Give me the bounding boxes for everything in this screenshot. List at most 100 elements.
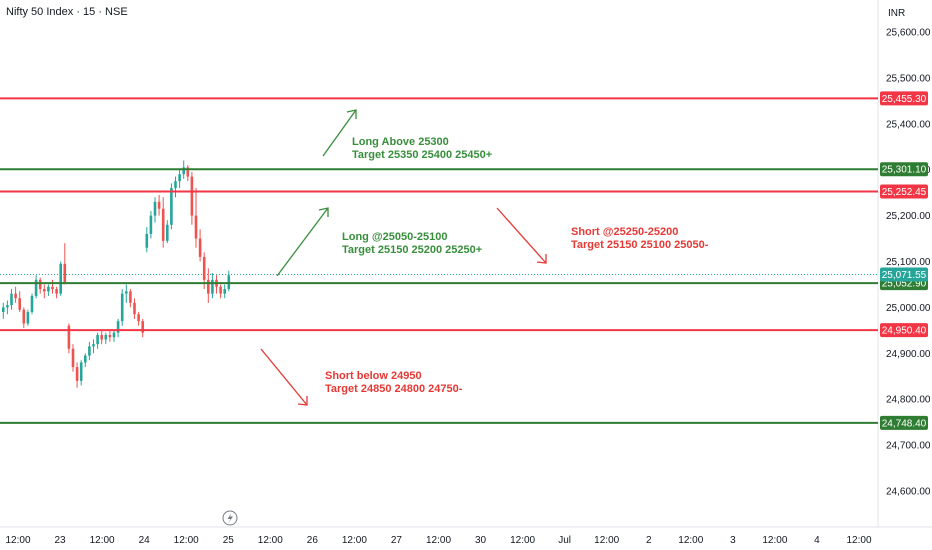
candle: [227, 270, 231, 292]
candle: [178, 169, 181, 189]
candle: [133, 298, 136, 319]
candle: [186, 165, 190, 182]
annotation-long-above[interactable]: Long Above 25300 Target 25350 25400 2545…: [352, 136, 492, 161]
candle: [194, 188, 198, 248]
candle: [14, 286, 17, 303]
candle: [215, 275, 218, 294]
y-tick-label: 25,100.00: [886, 257, 931, 268]
svg-text:24,748.40: 24,748.40: [882, 418, 927, 429]
price-tag-support: 25,301.10: [880, 162, 928, 177]
candle: [129, 289, 132, 308]
candle: [137, 311, 140, 326]
svg-text:25,052.90: 25,052.90: [882, 279, 927, 290]
price-tag-support: 24,748.40: [880, 415, 928, 430]
y-tick-label: 25,000.00: [886, 303, 931, 314]
annotation-short-range-line2: Target 25150 25100 25050-: [571, 239, 709, 251]
candle: [63, 243, 67, 285]
x-tick-label: 30: [475, 535, 487, 546]
time-axis[interactable]: 12:00 23 12:00 24 12:00 25 12:00 26 12:00 27 12:00…: [5, 535, 871, 546]
candle: [125, 284, 128, 303]
y-tick-label: 25,600.00: [886, 28, 931, 39]
candle: [84, 353, 87, 368]
arrow-short-below[interactable]: [260, 348, 308, 406]
candle: [79, 360, 83, 386]
x-tick-label: 12:00: [342, 535, 367, 546]
candle: [26, 309, 30, 326]
annotation-long-range[interactable]: Long @25050-25100 Target 25150 25200 252…: [342, 231, 482, 256]
x-tick-label: 12:00: [678, 535, 703, 546]
y-tick-label: 24,800.00: [886, 395, 931, 406]
x-tick-label: 25: [223, 535, 235, 546]
annotation-short-below-line1: Short below 24950: [325, 370, 422, 382]
arrow-long-range[interactable]: [276, 207, 329, 277]
candle: [59, 261, 62, 296]
y-tick-label: 25,400.00: [886, 119, 931, 130]
candle: [141, 318, 144, 338]
candle: [75, 362, 79, 388]
candle: [211, 272, 214, 299]
candle: [92, 339, 95, 354]
candle: [207, 268, 210, 303]
lightning-event-icon[interactable]: [222, 510, 238, 526]
x-tick-label: 2: [646, 535, 652, 546]
candle: [112, 330, 116, 342]
candle: [149, 211, 153, 239]
price-tag-resistance: 25,455.30: [880, 91, 928, 106]
x-tick-label: 27: [391, 535, 403, 546]
candle: [96, 332, 99, 349]
candle: [88, 341, 91, 361]
annotation-long-range-line2: Target 25150 25200 25250+: [342, 244, 482, 256]
candle: [100, 330, 103, 345]
arrow-long-above[interactable]: [322, 109, 357, 157]
y-tick-label: 25,500.00: [886, 73, 931, 84]
candle: [174, 176, 177, 198]
candle: [22, 307, 26, 329]
arrow-short-range[interactable]: [496, 207, 547, 264]
chart-title: Nifty 50 Index · 15 · NSE: [6, 6, 128, 18]
x-tick-label: 3: [730, 535, 736, 546]
y-tick-label: 24,700.00: [886, 441, 931, 452]
candle: [67, 323, 71, 354]
annotation-short-range[interactable]: Short @25250-25200 Target 25150 25100 25…: [571, 226, 709, 251]
currency-label: INR: [888, 8, 906, 19]
candle: [219, 284, 222, 299]
candle: [198, 229, 202, 262]
x-tick-label: 12:00: [426, 535, 451, 546]
y-tick-label: 24,900.00: [886, 349, 931, 360]
candle: [38, 277, 42, 294]
annotation-short-below-line2: Target 24850 24800 24750-: [325, 383, 463, 395]
candle: [43, 284, 46, 299]
x-tick-label: 12:00: [258, 535, 283, 546]
candle: [190, 171, 194, 225]
candle: [10, 289, 13, 310]
svg-text:25,301.10: 25,301.10: [882, 165, 927, 176]
x-tick-label: Jul: [558, 535, 571, 546]
candle: [71, 344, 75, 372]
x-tick-label: 4: [814, 535, 820, 546]
x-tick-label: 12:00: [90, 535, 115, 546]
candle: [18, 291, 21, 312]
x-tick-label: 12:00: [846, 535, 871, 546]
annotation-long-above-line1: Long Above 25300: [352, 136, 449, 148]
x-tick-label: 12:00: [510, 535, 535, 546]
candles-layer: [2, 160, 231, 388]
y-tick-label: 25,200.00: [886, 211, 931, 222]
annotation-short-below[interactable]: Short below 24950 Target 24850 24800 247…: [325, 370, 463, 395]
annotation-long-above-line2: Target 25350 25400 25450+: [352, 149, 492, 161]
svg-text:25,252.45: 25,252.45: [882, 187, 927, 198]
candle: [47, 284, 50, 296]
arrows-layer: [260, 109, 547, 406]
price-tag-resistance: 25,252.45: [880, 184, 928, 199]
price-tag-current: 25,071.55: [880, 267, 928, 282]
price-axis[interactable]: 25,600.0025,500.0025,400.0025,300.0025,2…: [886, 28, 931, 498]
candle: [30, 293, 34, 315]
candle: [157, 194, 161, 216]
candle: [104, 332, 108, 345]
price-tag-resistance: 24,950.40: [880, 323, 928, 338]
annotation-short-range-line1: Short @25250-25200: [571, 226, 678, 238]
candle: [108, 330, 112, 342]
candle: [223, 284, 226, 299]
svg-text:25,455.30: 25,455.30: [882, 94, 927, 105]
